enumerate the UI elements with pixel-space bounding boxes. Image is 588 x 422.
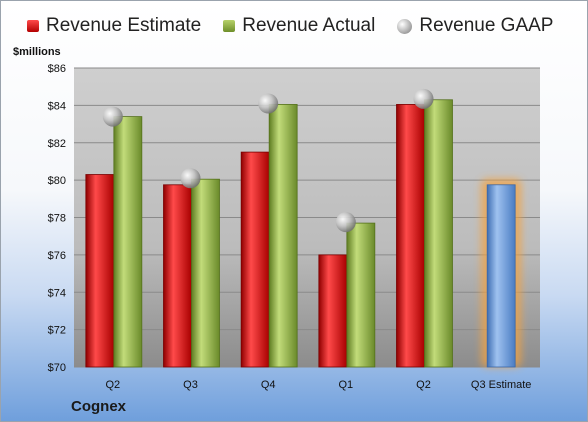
legend-label-actual: Revenue Actual — [242, 15, 376, 36]
legend-item-estimate: Revenue Estimate — [27, 15, 201, 37]
y-axis-unit-label: $millions — [13, 46, 61, 58]
bar-estimate — [318, 254, 348, 368]
bar-estimate — [163, 184, 192, 368]
legend-swatch-estimate — [27, 20, 39, 32]
point-gaap — [102, 106, 123, 127]
bar-estimate-future — [486, 184, 516, 368]
y-tick-label: $86 — [48, 63, 66, 75]
bars — [85, 99, 522, 368]
bar-estimate — [240, 151, 270, 368]
x-tick-label: Q2 — [416, 379, 431, 391]
gridlines — [74, 67, 540, 368]
x-axis-labels: Q2 Q3 Q4 Q1 Q2 Q3 Estimate — [105, 379, 531, 391]
point-gaap — [258, 93, 279, 114]
legend-label-estimate: Revenue Estimate — [46, 15, 202, 36]
legend: Revenue Estimate Revenue Actual Revenue … — [27, 15, 553, 37]
company-name: Cognex — [71, 398, 127, 415]
y-tick-label: $78 — [48, 213, 66, 225]
y-tick-label: $82 — [48, 138, 66, 150]
y-axis-ticks: $70 $72 $74 $76 $78 $80 $82 $84 $86 — [48, 63, 66, 374]
x-tick-label: Q3 — [183, 379, 198, 391]
legend-label-gaap: Revenue GAAP — [419, 15, 554, 36]
legend-swatch-actual — [223, 20, 236, 32]
x-tick-label: Q4 — [261, 379, 276, 391]
legend-item-actual: Revenue Actual — [223, 15, 375, 37]
legend-item-gaap: Revenue GAAP — [397, 15, 553, 37]
y-tick-label: $74 — [48, 287, 66, 299]
bar-actual — [268, 104, 298, 368]
y-tick-label: $84 — [48, 100, 66, 112]
y-tick-label: $80 — [48, 175, 66, 187]
bar-actual — [191, 178, 220, 368]
bar-estimate — [85, 174, 115, 368]
y-tick-label: $70 — [48, 362, 66, 374]
bar-estimate — [396, 104, 425, 368]
point-gaap — [335, 212, 356, 233]
bar-actual — [424, 99, 453, 368]
legend-swatch-gaap — [397, 18, 413, 34]
point-gaap — [180, 168, 201, 189]
x-tick-label: Q1 — [338, 379, 353, 391]
x-tick-label: Q3 Estimate — [471, 379, 532, 391]
x-tick-label: Q2 — [105, 379, 120, 391]
bar-actual — [346, 222, 376, 368]
y-tick-label: $76 — [48, 250, 66, 262]
y-tick-label: $72 — [48, 325, 66, 337]
gaap-points — [102, 88, 434, 233]
bar-actual — [113, 116, 143, 368]
point-gaap — [413, 88, 434, 109]
